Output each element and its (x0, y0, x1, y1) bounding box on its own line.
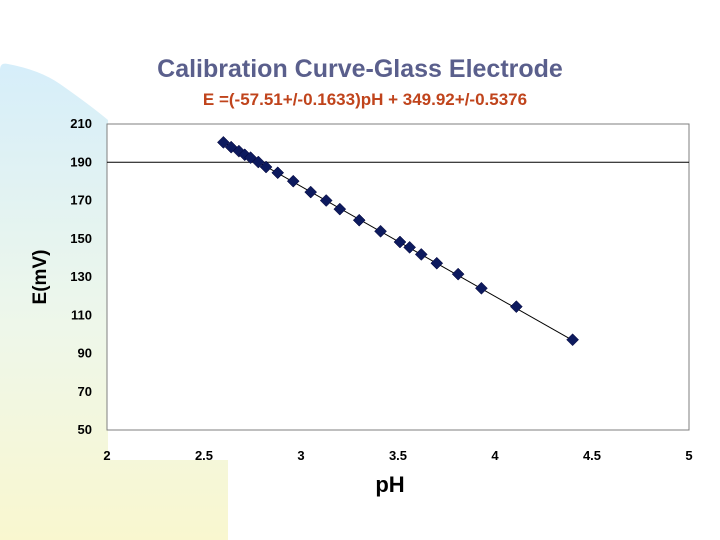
y-tick-label: 50 (78, 422, 92, 437)
data-point (393, 235, 407, 249)
y-tick-label: 150 (70, 231, 92, 246)
data-point (333, 202, 347, 216)
chart-equation-subtitle: E =(-57.51+/-0.1633)pH + 349.92+/-0.5376 (202, 90, 528, 109)
plot-area (106, 123, 690, 431)
data-point (251, 155, 265, 169)
data-point (304, 185, 318, 199)
data-point (566, 333, 579, 347)
y-axis-ticks: 210 190 170 150 130 110 90 70 50 (70, 116, 92, 437)
data-point (403, 241, 416, 254)
x-tick-label: 5 (685, 448, 692, 463)
chart-title: Calibration Curve-Glass Electrode (157, 55, 563, 83)
y-tick-label: 210 (70, 116, 92, 131)
data-point (352, 213, 366, 227)
y-tick-label: 170 (70, 193, 92, 208)
data-point (271, 166, 285, 180)
x-tick-label: 2 (103, 448, 110, 463)
y-axis-label: E(mV) (30, 250, 51, 305)
x-axis-label: pH (375, 472, 404, 497)
data-point (509, 300, 523, 313)
x-tick-label: 2.5 (195, 448, 213, 463)
x-tick-label: 4 (491, 448, 499, 463)
x-axis-ticks: 2 2.5 3 3.5 4 4.5 5 (103, 448, 692, 463)
y-tick-label: 130 (70, 269, 92, 284)
data-point (414, 248, 428, 261)
x-tick-label: 3.5 (389, 448, 407, 463)
y-tick-label: 190 (70, 154, 92, 169)
data-point (374, 224, 387, 238)
data-point (217, 136, 230, 149)
x-tick-label: 4.5 (583, 448, 601, 463)
data-points (217, 136, 579, 347)
y-tick-label: 90 (78, 346, 92, 361)
data-point (475, 281, 488, 295)
background-gradient-band (0, 63, 228, 540)
data-point (430, 256, 444, 270)
data-point (286, 174, 300, 188)
x-tick-label: 3 (297, 448, 304, 463)
data-point (259, 160, 273, 174)
y-tick-label: 110 (71, 307, 92, 322)
data-point (319, 194, 333, 207)
data-point (451, 267, 465, 281)
y-tick-label: 70 (78, 384, 92, 399)
